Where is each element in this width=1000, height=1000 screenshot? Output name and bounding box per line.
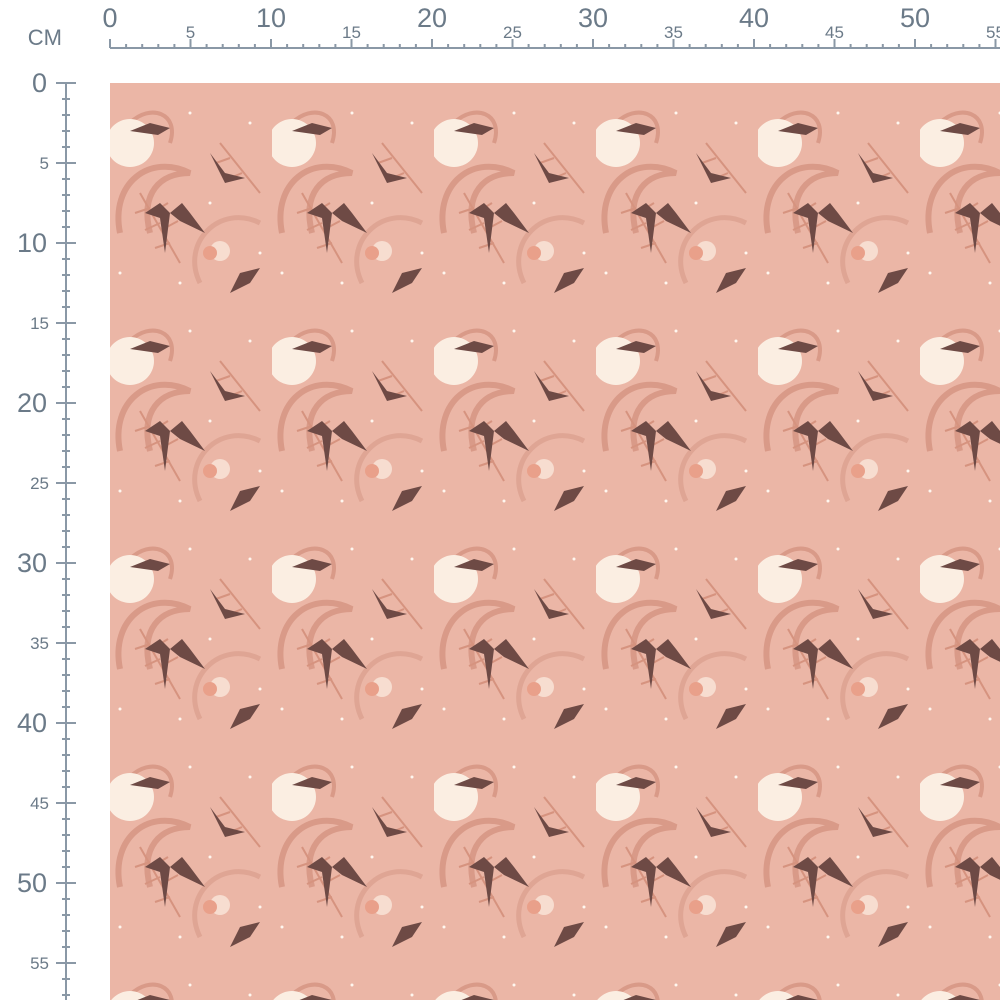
left-ruler-label: 45	[30, 794, 49, 813]
fabric-pattern	[110, 83, 1000, 1000]
top-ruler-label: 5	[186, 23, 195, 42]
left-ruler-label: 50	[17, 868, 47, 898]
top-ruler-label: 10	[256, 3, 286, 33]
top-ruler-label: 0	[102, 3, 117, 33]
left-ruler-label: 25	[30, 474, 49, 493]
top-ruler-label: 30	[578, 3, 608, 33]
top-ruler-label: 50	[900, 3, 930, 33]
left-ruler-label: 5	[40, 154, 49, 173]
unit-label: CM	[28, 25, 62, 50]
top-ruler-label: 15	[342, 23, 361, 42]
top-ruler-label: 25	[503, 23, 522, 42]
left-ruler-label: 35	[30, 634, 49, 653]
left-ruler-label: 20	[17, 388, 47, 418]
left-ruler-label: 15	[30, 314, 49, 333]
top-ruler-label: 55	[986, 23, 1000, 42]
top-ruler-label: 40	[739, 3, 769, 33]
left-ruler-label: 40	[17, 708, 47, 738]
left-ruler-label: 30	[17, 548, 47, 578]
left-ruler-label: 55	[30, 954, 49, 973]
top-ruler-label: 35	[664, 23, 683, 42]
left-ruler-label: 10	[17, 228, 47, 258]
top-ruler-label: 20	[417, 3, 447, 33]
ruler-ticks: 0 5 10 15 20 25 30 35 40 45 50 55 0 5 10 15 20 25 30 35 40 45…	[17, 3, 1000, 996]
left-ruler-label: 0	[32, 68, 47, 98]
top-ruler-label: 45	[825, 23, 844, 42]
